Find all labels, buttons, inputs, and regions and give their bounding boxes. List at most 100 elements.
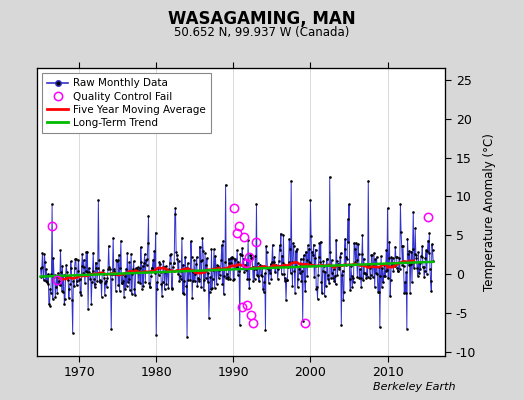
Point — [218, 281, 226, 287]
Point — [113, 258, 121, 264]
Point — [226, 275, 234, 282]
Point — [112, 288, 120, 294]
Point — [213, 262, 222, 268]
Point — [243, 276, 252, 282]
Point — [367, 252, 376, 258]
Point — [232, 265, 240, 271]
Point — [365, 262, 373, 268]
Point — [406, 290, 414, 296]
Point — [288, 259, 296, 265]
Point — [370, 284, 379, 290]
Point — [387, 277, 395, 283]
Point — [392, 254, 400, 260]
Point — [359, 256, 368, 262]
Point — [205, 315, 213, 321]
Point — [328, 269, 336, 276]
Point — [169, 260, 178, 266]
Point — [198, 256, 206, 263]
Point — [183, 260, 192, 266]
Point — [220, 272, 228, 279]
Point — [69, 330, 77, 336]
Point — [297, 278, 305, 284]
Point — [141, 279, 149, 285]
Point — [185, 266, 193, 272]
Point — [143, 262, 151, 268]
Point — [227, 260, 236, 266]
Point — [318, 290, 326, 296]
Point — [316, 238, 325, 245]
Point — [99, 267, 107, 274]
Point — [179, 261, 188, 268]
Point — [198, 235, 206, 241]
Point — [125, 259, 134, 266]
Point — [39, 277, 48, 283]
Point — [116, 264, 124, 271]
Point — [241, 262, 249, 268]
Point — [292, 263, 300, 270]
Point — [143, 256, 151, 263]
Point — [302, 248, 310, 255]
Point — [388, 255, 397, 262]
Point — [94, 265, 102, 271]
Point — [140, 260, 148, 266]
Point — [203, 279, 212, 285]
Point — [319, 258, 328, 264]
Point — [132, 266, 140, 272]
Point — [38, 264, 46, 270]
Point — [76, 288, 84, 295]
Point — [333, 272, 342, 278]
Point — [346, 287, 354, 294]
Point — [173, 256, 182, 263]
Point — [50, 272, 59, 278]
Point — [105, 264, 114, 270]
Point — [240, 269, 248, 275]
Point — [89, 267, 97, 274]
Point — [288, 282, 297, 289]
Point — [214, 263, 222, 270]
Point — [284, 264, 292, 270]
Point — [286, 246, 294, 252]
Point — [306, 197, 314, 204]
Point — [140, 251, 149, 258]
Point — [128, 270, 137, 277]
Point — [248, 255, 256, 261]
Point — [271, 269, 279, 275]
Point — [112, 256, 121, 263]
Point — [395, 255, 403, 262]
Point — [388, 262, 396, 269]
Point — [260, 279, 268, 285]
Point — [364, 273, 372, 280]
Point — [291, 248, 300, 254]
Point — [293, 246, 301, 252]
Point — [87, 300, 95, 307]
Point — [410, 264, 418, 271]
Point — [80, 264, 89, 271]
Point — [214, 275, 223, 281]
Point — [319, 268, 327, 274]
Point — [161, 269, 169, 275]
Point — [79, 270, 87, 276]
Point — [344, 216, 352, 222]
Point — [230, 276, 238, 282]
Point — [382, 247, 390, 253]
Point — [385, 238, 394, 245]
Point — [320, 293, 329, 299]
Point — [59, 289, 67, 295]
Point — [339, 268, 347, 274]
Point — [341, 236, 350, 242]
Point — [208, 246, 216, 252]
Point — [104, 243, 113, 249]
Point — [257, 273, 266, 279]
Point — [77, 292, 85, 298]
Point — [373, 271, 381, 277]
Point — [252, 201, 260, 208]
Point — [51, 294, 60, 300]
Point — [245, 276, 253, 282]
Point — [233, 247, 242, 254]
Point — [414, 249, 422, 256]
Point — [126, 286, 134, 293]
Point — [421, 268, 429, 274]
Point — [208, 285, 216, 291]
Point — [351, 259, 359, 266]
Point — [148, 265, 156, 271]
